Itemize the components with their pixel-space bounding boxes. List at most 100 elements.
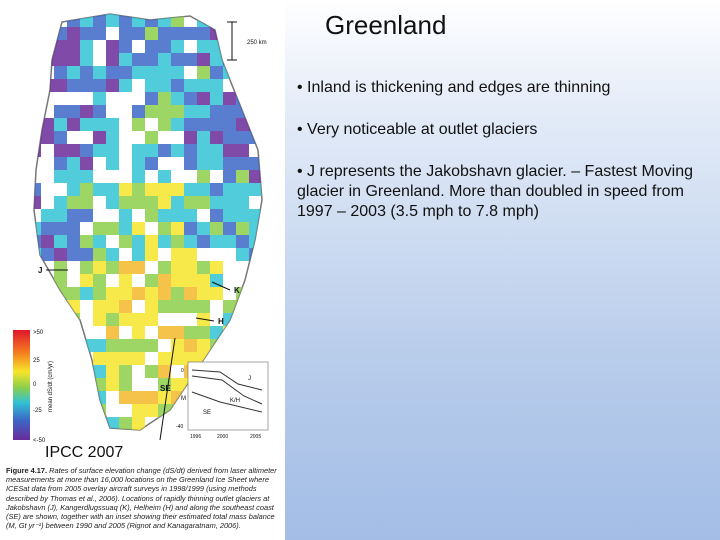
map-cell — [80, 14, 93, 27]
map-cell — [34, 40, 41, 53]
map-cell — [223, 105, 236, 118]
map-cell — [54, 274, 67, 287]
map-cell — [210, 209, 223, 222]
map-cell — [158, 40, 171, 53]
inset-tick: 1996 — [190, 434, 201, 440]
map-cell — [210, 235, 223, 248]
map-cell — [106, 313, 119, 326]
map-cell — [158, 118, 171, 131]
map-cell — [236, 339, 249, 352]
map-cell — [249, 235, 262, 248]
map-cell — [67, 339, 80, 352]
map-cell — [34, 222, 41, 235]
map-cell — [41, 222, 54, 235]
map-cell — [262, 66, 275, 79]
map-cell — [80, 209, 93, 222]
inset-tick: 0 — [181, 368, 184, 374]
map-cell — [106, 40, 119, 53]
map-cell — [41, 300, 54, 313]
map-cell — [145, 53, 158, 66]
map-cell — [106, 14, 119, 27]
map-cell — [262, 131, 275, 144]
map-cell — [184, 326, 197, 339]
map-cell — [54, 170, 67, 183]
map-cell — [67, 183, 80, 196]
map-cell — [80, 144, 93, 157]
map-cell — [34, 287, 41, 300]
map-cell — [171, 261, 184, 274]
map-cell — [171, 222, 184, 235]
map-cell — [210, 105, 223, 118]
map-cell — [106, 261, 119, 274]
map-cell — [184, 131, 197, 144]
map-cell — [80, 79, 93, 92]
map-cell — [223, 300, 236, 313]
map-cell — [145, 40, 158, 53]
map-cell — [145, 235, 158, 248]
caption-text: Rates of surface elevation change (dS/dt… — [6, 466, 277, 531]
map-cell — [119, 27, 132, 40]
map-cell — [67, 196, 80, 209]
map-cell — [93, 430, 106, 443]
map-cell — [210, 92, 223, 105]
map-cell — [210, 53, 223, 66]
map-cell — [145, 248, 158, 261]
map-cell — [171, 352, 184, 365]
map-cell — [93, 235, 106, 248]
map-cell — [34, 313, 41, 326]
map-cell — [158, 66, 171, 79]
map-cell — [158, 92, 171, 105]
map-cell — [119, 378, 132, 391]
map-cell — [145, 27, 158, 40]
colorbar-label: >50 — [33, 330, 44, 336]
map-cell — [145, 131, 158, 144]
map-cell — [67, 378, 80, 391]
map-cell — [249, 209, 262, 222]
map-cell — [80, 365, 93, 378]
map-cell — [93, 248, 106, 261]
map-cell — [249, 118, 262, 131]
map-cell — [80, 378, 93, 391]
map-cell — [93, 365, 106, 378]
colorbar-title: mean dS/dt (cm/yr) — [48, 361, 54, 412]
map-cell — [171, 274, 184, 287]
map-cell — [132, 404, 145, 417]
map-cell — [158, 14, 171, 27]
map-cell — [119, 40, 132, 53]
map-cell — [262, 430, 275, 443]
pointer — [159, 337, 176, 441]
inset-tick: -40 — [176, 424, 183, 430]
map-cell — [119, 287, 132, 300]
map-cell — [34, 235, 41, 248]
map-cell — [80, 27, 93, 40]
map-cell — [54, 144, 67, 157]
inset-label: J — [248, 376, 251, 382]
map-cell — [197, 131, 210, 144]
map-cell — [54, 339, 67, 352]
map-cell — [132, 157, 145, 170]
map-cell — [41, 235, 54, 248]
map-cell — [67, 248, 80, 261]
map-cell — [223, 235, 236, 248]
bullet: • J represents the Jakobshavn glacier. –… — [297, 163, 694, 220]
map-cell — [145, 66, 158, 79]
map-cell — [34, 118, 41, 131]
pointer — [211, 281, 231, 291]
map-cell — [262, 170, 275, 183]
map-cell — [93, 222, 106, 235]
map-cell — [197, 144, 210, 157]
map-cell — [54, 66, 67, 79]
map-cell — [41, 40, 54, 53]
map-cell — [119, 79, 132, 92]
map-cell — [158, 274, 171, 287]
slide-background — [285, 0, 720, 540]
map-cell — [171, 183, 184, 196]
map-cell — [41, 339, 54, 352]
map-cell — [197, 157, 210, 170]
map-cell — [184, 261, 197, 274]
map-cell — [80, 196, 93, 209]
map-cell — [210, 274, 223, 287]
map-cell — [119, 235, 132, 248]
credit: IPCC 2007 — [45, 444, 124, 461]
map-cell — [67, 391, 80, 404]
